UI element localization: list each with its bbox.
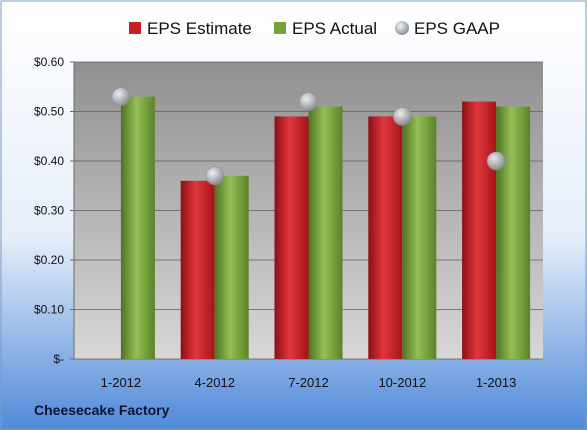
legend-swatch [129,22,141,34]
x-tick-label: 1-2012 [101,375,141,390]
x-tick-label: 10-2012 [378,375,426,390]
y-tick-label: $0.20 [34,253,64,267]
bar-eps-actual [308,106,343,359]
bar-eps-estimate [180,180,215,359]
bar-eps-actual [214,175,249,359]
y-tick-label: $0.30 [34,204,64,218]
y-tick-label: $0.40 [34,154,64,168]
bar-eps-actual [496,106,531,359]
y-tick-label: $0.50 [34,105,64,119]
y-tick-label: $0.10 [34,303,64,317]
bar-eps-actual [120,96,155,360]
legend-swatch [395,21,409,35]
legend-swatch [274,22,286,34]
bar-eps-estimate [274,116,309,359]
legend-label: EPS Estimate [147,19,252,38]
eps-gaap-point [299,92,318,111]
x-tick-label: 4-2012 [194,375,234,390]
bar-eps-estimate [462,101,497,359]
x-tick-label: 7-2012 [288,375,328,390]
bar-eps-estimate [368,116,403,359]
legend-label: EPS GAAP [414,19,500,38]
y-tick-label: $- [53,352,64,366]
legend-label: EPS Actual [292,19,377,38]
eps-gaap-point [111,87,131,106]
company-name: Cheesecake Factory [34,402,170,418]
eps-gaap-point [392,107,412,126]
bar-eps-actual [402,116,437,359]
y-tick-label: $0.60 [34,55,64,69]
eps-gaap-point [205,166,224,186]
x-tick-label: 1-2013 [476,375,516,390]
eps-gaap-point [486,151,506,171]
